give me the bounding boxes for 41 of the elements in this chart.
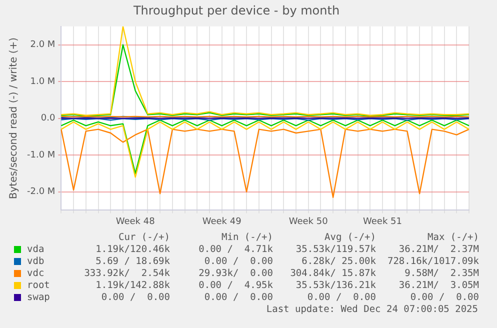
y-tick-label: 1.0 M <box>30 76 56 87</box>
x-tick-label: Week 48 <box>116 216 156 227</box>
text: 1.19k/120.46k <box>94 244 170 256</box>
text: Min (-/+) <box>220 232 273 244</box>
text: 5.69 / 18.69k <box>94 256 170 268</box>
text: 29.93k/ 0.00 <box>198 268 273 280</box>
y-tick-label: -2.0 M <box>27 187 56 198</box>
text: 36.21M/ 3.05M <box>398 280 479 292</box>
legend-label: vdc <box>27 268 46 280</box>
text: Last update: Wed Dec 24 07:00:05 2025 <box>265 304 478 316</box>
text: 0.00 / 0.00 <box>203 256 273 268</box>
text: 304.84k/ 15.87k <box>289 268 376 280</box>
text: Max (-/+) <box>426 232 479 244</box>
text: 6.28k/ 25.00k <box>300 256 376 268</box>
text: Avg (-/+) <box>324 232 376 244</box>
y-axis-title: Bytes/second read (-) / write (+) <box>8 37 20 200</box>
y-tick-label: 0.0 <box>40 114 56 124</box>
text: 0.00 / 0.00 <box>409 292 479 304</box>
text: 728.16k/1017.09k <box>386 256 479 268</box>
text: 1.19k/142.88k <box>94 280 170 292</box>
text: 333.92k/ 2.54k <box>83 268 170 280</box>
text: 35.53k/136.21k <box>294 280 376 292</box>
text: 36.21M/ 2.37M <box>398 244 479 256</box>
text: 0.00 / 0.00 <box>100 292 170 304</box>
chart-title: Throughput per device - by month <box>132 3 340 18</box>
text: 0.00 / 4.95k <box>198 280 273 292</box>
text: 0.00 / 4.71k <box>198 244 273 256</box>
x-tick-label: Week 51 <box>363 216 402 227</box>
text: 35.53k/119.57k <box>294 244 376 256</box>
text: 0.00 / 0.00 <box>306 292 376 304</box>
text: 9.58M/ 2.35M <box>404 268 479 280</box>
legend-label: vdb <box>27 256 46 268</box>
legend-label: root <box>27 280 51 292</box>
y-tick-label: -1.0 M <box>27 150 56 160</box>
text: Cur (-/+) <box>118 232 170 244</box>
legend-label: vda <box>27 244 46 256</box>
y-tick-label: 2.0 M <box>30 40 56 50</box>
text: 0.00 / 0.00 <box>203 292 273 304</box>
x-tick-label: Week 49 <box>202 216 242 227</box>
x-tick-label: Week 50 <box>288 216 328 227</box>
legend-label: swap <box>27 292 51 304</box>
